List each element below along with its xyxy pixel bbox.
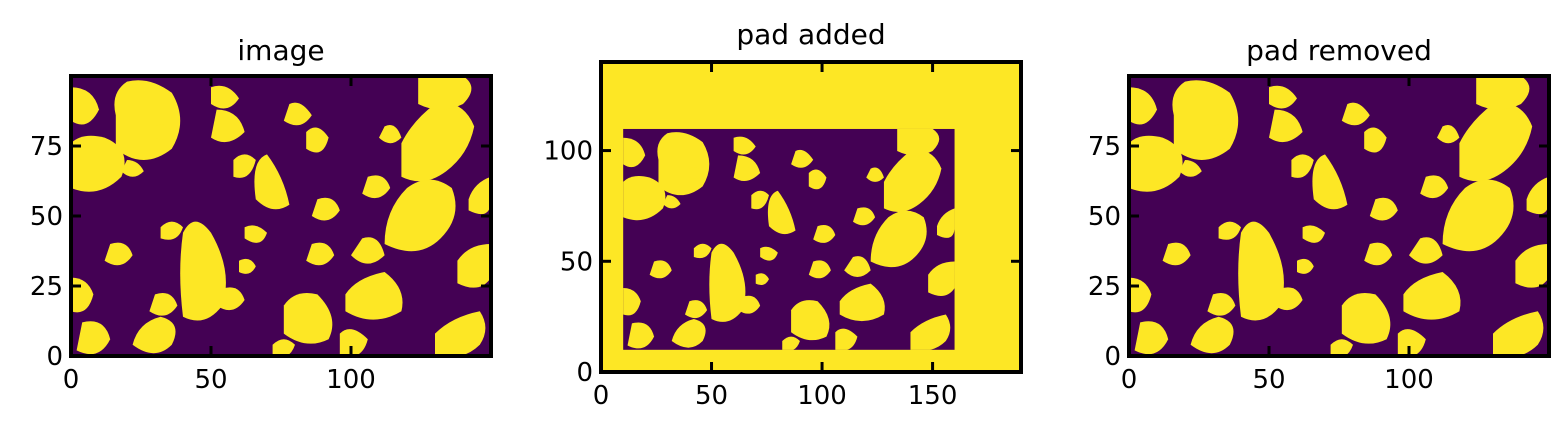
y-tick-label: 75 [30,132,63,162]
panel-pad-added-frame [599,60,1023,374]
y-tick-label: 25 [1088,272,1121,302]
panel-image: image 0 50 100 0 25 50 75 [30,34,493,395]
x-tick-label: 50 [695,381,728,411]
y-tick-label: 50 [30,202,63,232]
y-tick-label: 50 [560,247,593,277]
panel-pad-added-ticks: 0 50 100 150 0 50 100 [543,62,1021,411]
y-tick-label: 25 [30,272,63,302]
panel-pad-added: pad added 0 50 100 150 0 50 100 [543,18,1023,411]
panel-pad-removed-heatmap [1129,76,1549,356]
x-tick-label: 100 [326,365,376,395]
y-tick-label: 100 [543,137,593,167]
x-tick-label: 50 [1252,365,1285,395]
x-tick-label: 0 [593,381,610,411]
panel-pad-removed-ticks: 0 50 100 0 25 50 75 [1088,76,1549,395]
y-tick-label: 75 [1088,132,1121,162]
y-tick-label: 0 [576,358,593,388]
x-tick-label: 100 [1384,365,1434,395]
y-tick-label: 0 [46,342,63,372]
x-tick-label: 0 [63,365,80,395]
x-tick-label: 50 [194,365,227,395]
y-tick-label: 0 [1104,342,1121,372]
panel-image-heatmap [71,76,491,356]
panel-pad-added-title: pad added [736,18,885,51]
panel-image-ticks: 0 50 100 0 25 50 75 [30,76,491,395]
panel-pad-removed: pad removed 0 50 100 0 25 50 75 [1088,34,1551,395]
x-tick-label: 0 [1121,365,1138,395]
panel-pad-added-heatmap [601,62,1021,372]
inner-image-region [623,128,955,350]
panel-image-title: image [237,34,324,67]
y-tick-label: 50 [1088,202,1121,232]
panel-pad-removed-title: pad removed [1246,34,1432,67]
x-tick-label: 100 [797,381,847,411]
x-tick-label: 150 [908,381,958,411]
